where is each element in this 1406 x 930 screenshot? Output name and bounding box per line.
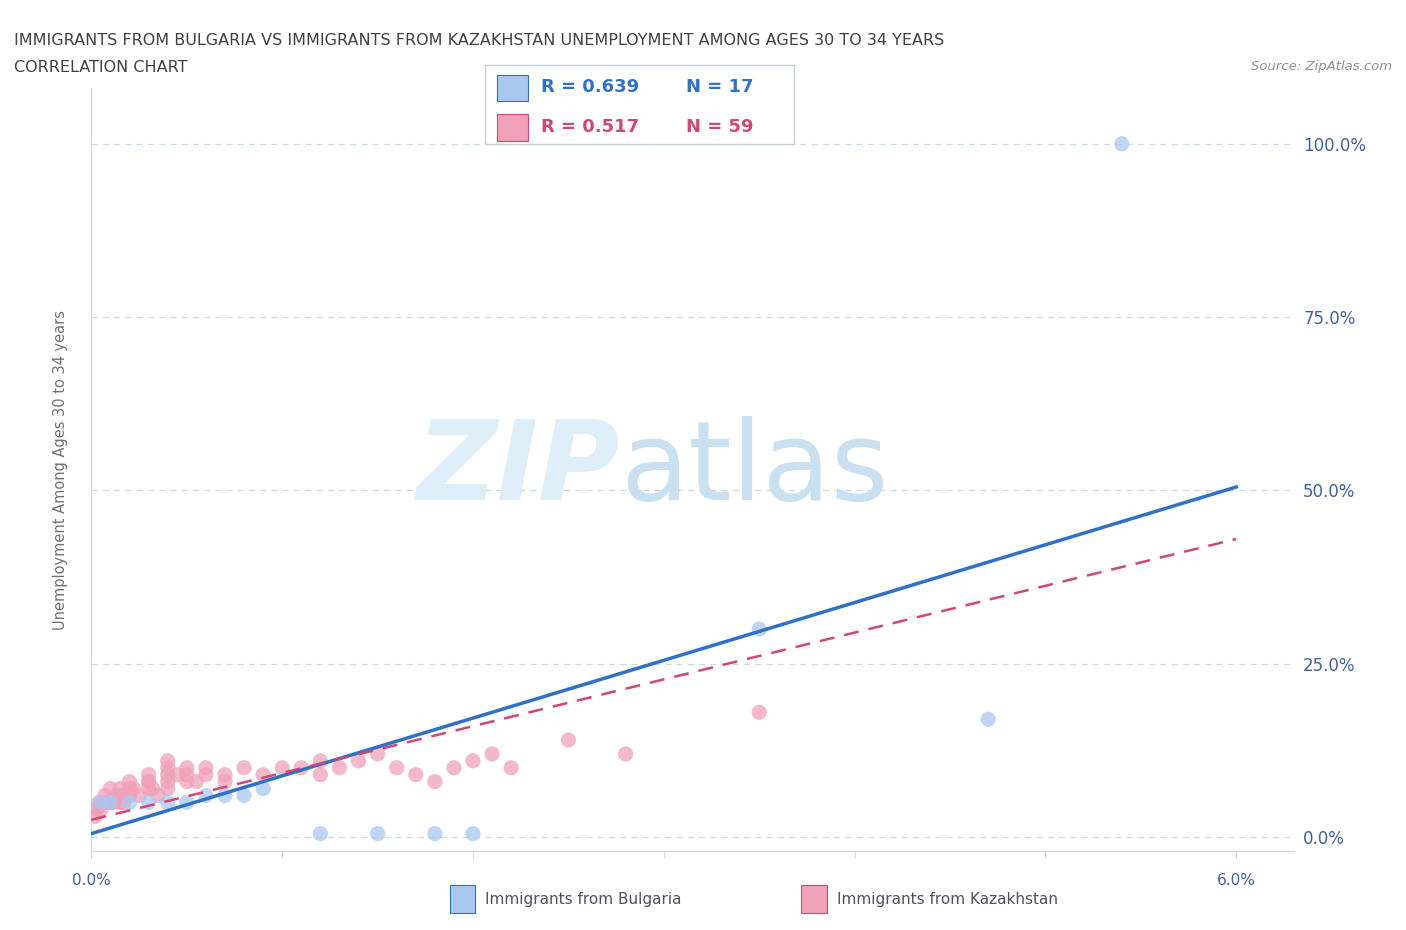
Point (96, 795, 118, 810)
Point (93, 788, 115, 803)
Point (138, 795, 160, 810)
Text: Immigrants from Kazakhstan: Immigrants from Kazakhstan (837, 892, 1057, 907)
Point (290, 761, 312, 776)
Point (91, 795, 114, 810)
Point (186, 774, 208, 789)
Point (86, 802, 108, 817)
Point (84, 809, 107, 824)
Point (90, 802, 112, 817)
Point (156, 753, 179, 768)
Text: ZIP: ZIP (416, 416, 620, 524)
Point (977, 711, 1000, 726)
Point (138, 781, 160, 796)
Point (367, 826, 389, 841)
Point (112, 795, 135, 810)
FancyBboxPatch shape (485, 65, 794, 144)
Point (156, 767, 179, 782)
Point (105, 788, 128, 803)
Point (385, 761, 408, 776)
Point (252, 781, 274, 796)
Point (166, 767, 188, 782)
Point (138, 774, 160, 789)
Point (367, 747, 389, 762)
Point (194, 788, 217, 803)
Point (309, 826, 332, 841)
Point (156, 781, 179, 796)
Text: Immigrants from Bulgaria: Immigrants from Bulgaria (485, 892, 682, 907)
Text: IMMIGRANTS FROM BULGARIA VS IMMIGRANTS FROM KAZAKHSTAN UNEMPLOYMENT AMONG AGES 3: IMMIGRANTS FROM BULGARIA VS IMMIGRANTS F… (14, 33, 945, 47)
Point (309, 753, 332, 768)
Point (214, 774, 236, 789)
Point (90, 795, 112, 810)
Point (347, 753, 370, 768)
Point (122, 781, 145, 796)
FancyBboxPatch shape (498, 74, 529, 101)
Point (176, 767, 198, 782)
Point (443, 761, 465, 776)
Point (194, 761, 217, 776)
Point (214, 788, 236, 803)
Text: N = 17: N = 17 (686, 78, 754, 96)
Text: R = 0.517: R = 0.517 (541, 118, 638, 136)
Point (176, 795, 198, 810)
Point (118, 774, 141, 789)
Point (118, 781, 141, 796)
Point (156, 795, 179, 810)
Point (118, 795, 141, 810)
Point (405, 767, 427, 782)
Point (128, 788, 150, 803)
Point (1111, 137, 1133, 152)
Point (87, 795, 110, 810)
Point (233, 761, 256, 776)
Point (423, 774, 446, 789)
Text: N = 59: N = 59 (686, 118, 754, 136)
Text: 6.0%: 6.0% (1216, 873, 1256, 888)
Point (138, 774, 160, 789)
Point (271, 761, 294, 776)
Text: R = 0.639: R = 0.639 (541, 78, 638, 96)
Point (176, 774, 198, 789)
Point (100, 795, 122, 810)
Point (141, 781, 163, 796)
Point (423, 826, 446, 841)
Point (100, 781, 122, 796)
Text: Source: ZipAtlas.com: Source: ZipAtlas.com (1251, 60, 1392, 73)
Point (614, 747, 637, 762)
Point (108, 795, 131, 810)
Point (748, 621, 770, 636)
Point (111, 788, 134, 803)
Point (214, 767, 236, 782)
Point (100, 795, 122, 810)
Point (194, 767, 217, 782)
Point (118, 788, 141, 803)
Point (148, 788, 170, 803)
Point (233, 788, 256, 803)
Y-axis label: Unemployment Among Ages 30 to 34 years: Unemployment Among Ages 30 to 34 years (53, 310, 67, 630)
Point (156, 774, 179, 789)
Text: 0.0%: 0.0% (72, 873, 111, 888)
Point (309, 767, 332, 782)
Point (252, 767, 274, 782)
Point (138, 767, 160, 782)
Point (156, 761, 179, 776)
Point (461, 826, 484, 841)
Text: atlas: atlas (620, 416, 889, 524)
Point (328, 761, 350, 776)
Point (103, 795, 125, 810)
Point (481, 747, 503, 762)
Point (108, 781, 131, 796)
Point (461, 753, 484, 768)
Text: CORRELATION CHART: CORRELATION CHART (14, 60, 187, 75)
Point (501, 761, 523, 776)
Point (748, 705, 770, 720)
FancyBboxPatch shape (498, 114, 529, 141)
Point (557, 733, 579, 748)
Point (176, 761, 198, 776)
